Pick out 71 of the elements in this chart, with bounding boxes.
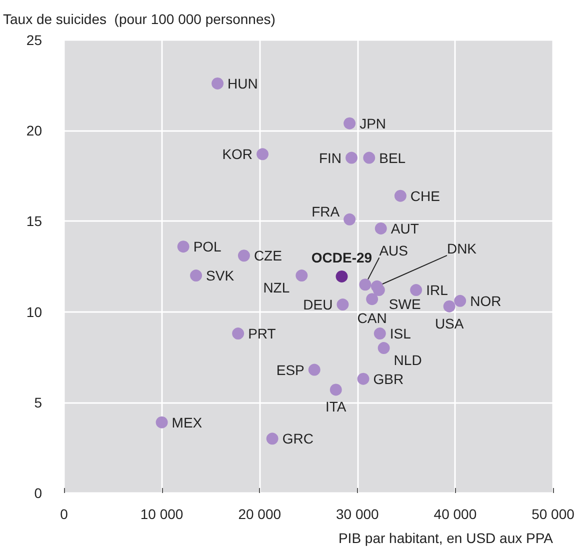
- x-tick-label: 0: [60, 506, 68, 522]
- y-tick-label: 5: [34, 394, 42, 410]
- point: [308, 364, 320, 376]
- point: [410, 284, 422, 296]
- data-label: AUT: [390, 220, 420, 236]
- point: [190, 270, 202, 282]
- point: [366, 293, 378, 306]
- point: [238, 250, 250, 262]
- point: [296, 270, 308, 282]
- point: [212, 77, 224, 90]
- point: [374, 328, 386, 340]
- point: [336, 298, 349, 311]
- point: [378, 342, 390, 354]
- y-tick-label: 15: [26, 213, 42, 230]
- point: [232, 328, 244, 340]
- point: [374, 222, 387, 234]
- y-tick-label: 20: [26, 122, 42, 139]
- y-tick-label: 10: [26, 304, 42, 320]
- data-label: DEU: [303, 296, 333, 313]
- data-label: JPN: [360, 115, 386, 132]
- point: [344, 213, 356, 226]
- point: [256, 148, 269, 160]
- x-tick-label: 40 000: [434, 506, 477, 522]
- y-tick-label: 25: [26, 32, 42, 48]
- data-label: NOR: [470, 292, 502, 309]
- data-label: IRL: [426, 282, 448, 298]
- data-label: NZL: [263, 280, 290, 296]
- point: [330, 384, 342, 396]
- point: [372, 284, 385, 296]
- point: [363, 152, 376, 164]
- data-label: POL: [193, 238, 222, 255]
- x-tick-label: 50 000: [532, 506, 575, 522]
- data-label: SVK: [206, 268, 235, 284]
- point: [344, 117, 356, 130]
- x-axis-title: PIB par habitant, en USD aux PPA: [338, 530, 554, 546]
- data-label: MEX: [172, 414, 203, 430]
- point: [394, 190, 406, 202]
- point: [266, 432, 278, 445]
- data-label: ITA: [326, 398, 347, 415]
- x-tick-label: 30 000: [336, 506, 380, 522]
- data-label: BEL: [379, 150, 406, 166]
- data-label: OCDE-29: [311, 249, 372, 266]
- x-tick-label: 10 000: [140, 506, 184, 522]
- data-label: CZE: [254, 248, 282, 264]
- point: [336, 270, 348, 282]
- data-label: NLD: [394, 352, 422, 368]
- data-label: ISL: [390, 326, 412, 342]
- data-label: PRT: [248, 326, 276, 342]
- data-label: CAN: [357, 310, 387, 326]
- point: [359, 278, 372, 291]
- data-label: ESP: [276, 362, 304, 378]
- y-tick-label: 0: [34, 485, 42, 501]
- data-label: HUN: [228, 75, 258, 92]
- data-label: USA: [434, 315, 464, 332]
- x-tick-label: 20 000: [238, 506, 282, 522]
- data-label: DNK: [446, 240, 478, 256]
- data-label: SWE: [388, 296, 421, 312]
- point: [346, 152, 358, 164]
- point: [454, 294, 466, 307]
- data-label: FIN: [318, 150, 342, 166]
- data-label: GBR: [373, 370, 404, 387]
- data-label: AUS: [379, 242, 408, 259]
- point: [443, 300, 456, 312]
- data-label: CHE: [410, 188, 440, 204]
- data-label: KOR: [222, 146, 253, 162]
- y-axis-title: Taux de suicides (pour 100 000 personnes): [3, 11, 276, 27]
- data-label: FRA: [312, 203, 340, 220]
- point: [357, 372, 370, 385]
- point: [177, 240, 190, 253]
- data-label: GRC: [282, 430, 314, 447]
- point: [156, 416, 168, 428]
